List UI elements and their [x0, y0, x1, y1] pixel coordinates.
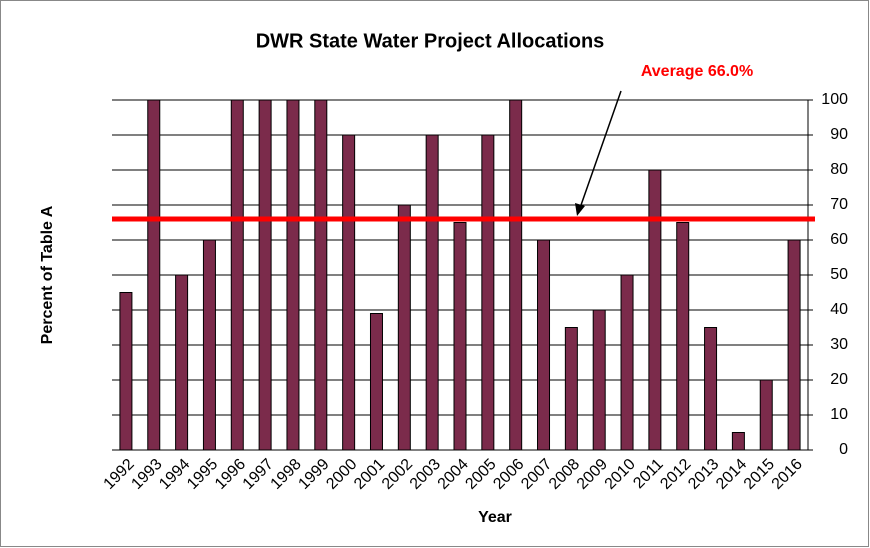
bar: [314, 99, 328, 451]
average-label: Average 66.0%: [641, 63, 753, 80]
y-axis-label: Percent of Table A: [39, 205, 56, 344]
bar: [342, 134, 356, 451]
y-tick-label: 50: [830, 266, 848, 283]
bar: [620, 274, 634, 451]
bar: [119, 292, 133, 451]
bar: [564, 327, 578, 451]
y-tick-label: 80: [830, 161, 848, 178]
bar: [230, 99, 244, 451]
bar: [369, 313, 383, 451]
y-tick-label: 20: [830, 371, 848, 388]
bar: [787, 239, 801, 451]
bar: [397, 204, 411, 451]
y-tick-label: 40: [830, 301, 848, 318]
bar: [731, 432, 745, 451]
bar: [175, 274, 189, 451]
bar: [537, 239, 551, 451]
bar: [509, 99, 523, 451]
y-tick-label: 70: [830, 196, 848, 213]
bar: [202, 239, 216, 451]
y-tick-label: 30: [830, 336, 848, 353]
y-tick-label: 10: [830, 406, 848, 423]
y-tick-label: 90: [830, 126, 848, 143]
arrow-shaft: [579, 90, 622, 209]
bar: [676, 222, 690, 451]
y-tick-label: 60: [830, 231, 848, 248]
arrow-head: [575, 203, 585, 216]
bar: [704, 327, 718, 451]
x-axis-label: Year: [478, 509, 512, 526]
y-tick-label: 100: [821, 91, 848, 108]
bar: [147, 99, 161, 451]
chart-title: DWR State Water Project Allocations: [256, 30, 605, 52]
bar: [258, 99, 272, 451]
bar: [759, 379, 773, 451]
y-tick-label: 0: [839, 441, 848, 458]
bar: [481, 134, 495, 451]
bar: [592, 309, 606, 451]
bar: [453, 222, 467, 451]
bar: [648, 169, 662, 451]
bar: [425, 134, 439, 451]
bar: [286, 99, 300, 451]
